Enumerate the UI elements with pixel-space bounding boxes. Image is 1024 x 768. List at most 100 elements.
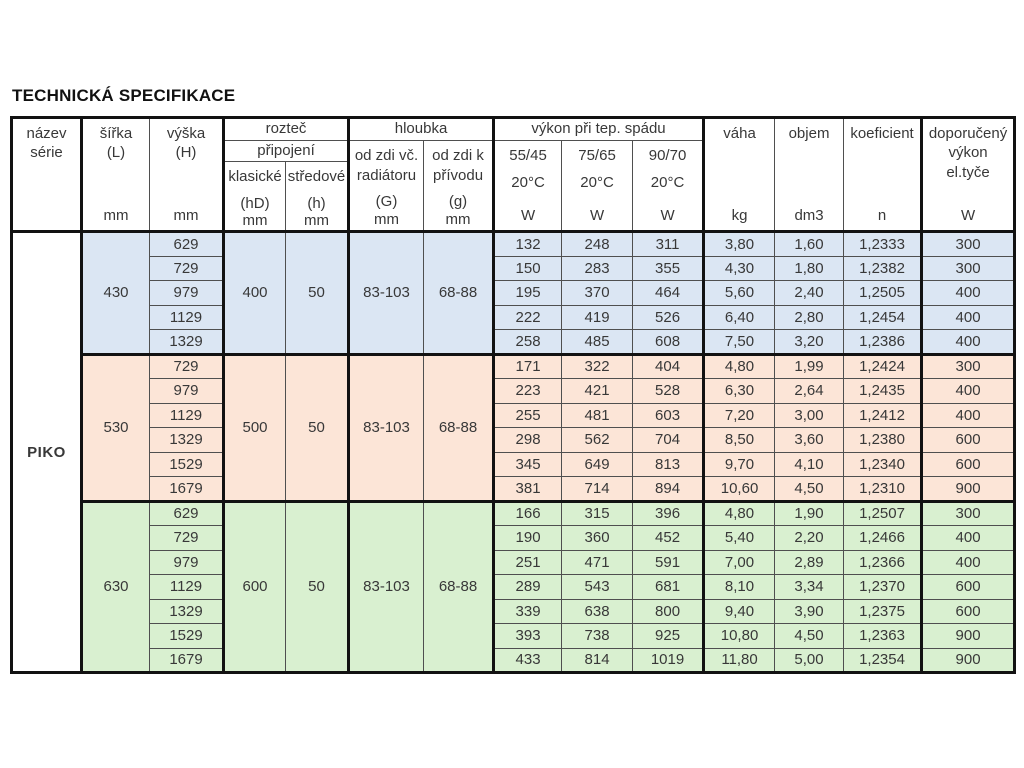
vykon-90-70-cell: 355 bbox=[632, 255, 706, 281]
header-label: od zdi k přívodu (g) bbox=[432, 146, 484, 212]
doporuceny-vykon-cell: 600 bbox=[921, 598, 1016, 624]
doporuceny-vykon-cell: 300 bbox=[921, 499, 1016, 526]
group-header-vykon: výkon při tep. spádu bbox=[493, 117, 706, 141]
vykon-75-65-cell: 421 bbox=[561, 378, 634, 404]
group-header-pripojeni: připojení bbox=[222, 140, 351, 162]
vaha-cell: 7,00 bbox=[703, 549, 776, 575]
doporuceny-vykon-cell: 600 bbox=[921, 574, 1016, 600]
hloubka-privod-cell: 68-88 bbox=[423, 230, 496, 355]
koeficient-cell: 1,2466 bbox=[843, 525, 924, 551]
header-line: od zdi vč. bbox=[354, 147, 419, 164]
spec-row: 630 629 600 50 83-103 68-88 166 315 396 4,80 1,90 1… bbox=[12, 499, 1016, 673]
spec-row: 979 251 471 591 7,00 2,89 1,2366 400 bbox=[12, 549, 1016, 575]
doporuceny-vykon-cell: 300 bbox=[921, 255, 1016, 281]
koeficient-cell: 1,2366 bbox=[843, 549, 924, 575]
objem-cell: 2,40 bbox=[774, 280, 845, 306]
vykon-75-65-cell: 638 bbox=[561, 598, 634, 624]
objem-cell: 2,20 bbox=[774, 525, 845, 551]
header-line: 75/65 bbox=[578, 147, 616, 164]
roztec-stredove-cell: 50 bbox=[284, 352, 351, 502]
col-header-nazev-serie: název série bbox=[11, 117, 83, 232]
col-header-tep-55-45: 55/45 20°C W bbox=[493, 140, 563, 232]
header-line: radiátoru bbox=[356, 166, 417, 184]
header-line: od zdi k bbox=[432, 147, 484, 164]
koeficient-cell: 1,2386 bbox=[843, 329, 924, 355]
header-line: 20°C bbox=[511, 173, 545, 191]
header-line: přívodu bbox=[433, 166, 484, 184]
vykon-55-45-cell: 289 bbox=[493, 574, 563, 600]
objem-cell: 1,90 bbox=[774, 499, 845, 526]
vyska-cell: 629 bbox=[149, 499, 225, 526]
vykon-75-65-cell: 360 bbox=[561, 525, 634, 551]
vyska-cell: 1129 bbox=[149, 304, 225, 330]
spec-row: 729 190 360 452 5,40 2,20 1,2466 400 bbox=[12, 525, 1016, 551]
vaha-cell: 8,50 bbox=[703, 427, 776, 453]
group-header-hloubka: hloubka bbox=[348, 117, 496, 141]
vykon-90-70-cell: 704 bbox=[632, 427, 706, 453]
vyska-cell: 979 bbox=[149, 280, 225, 306]
vyska-cell: 1529 bbox=[149, 623, 225, 649]
vykon-55-45-cell: 166 bbox=[493, 499, 563, 526]
group-header-roztec: rozteč bbox=[222, 117, 351, 141]
col-header-stredove: středové (h) mm bbox=[284, 161, 351, 232]
objem-cell: 3,00 bbox=[774, 402, 845, 428]
vyska-cell: 1129 bbox=[149, 402, 225, 428]
spec-row: 1329 339 638 800 9,40 3,90 1,2375 600 bbox=[12, 598, 1016, 624]
vykon-55-45-cell: 258 bbox=[493, 329, 563, 355]
unit-label: W bbox=[520, 206, 536, 224]
vykon-90-70-cell: 464 bbox=[632, 280, 706, 306]
hloubka-privod-cell: 68-88 bbox=[423, 499, 496, 673]
doporuceny-vykon-cell: 400 bbox=[921, 329, 1016, 355]
vyska-cell: 629 bbox=[149, 230, 225, 257]
header-line: středové bbox=[287, 168, 346, 185]
unit-label: W bbox=[960, 207, 976, 224]
hloubka-privod-cell: 68-88 bbox=[423, 352, 496, 502]
objem-cell: 3,20 bbox=[774, 329, 845, 355]
objem-cell: 4,50 bbox=[774, 623, 845, 649]
doporuceny-vykon-cell: 400 bbox=[921, 304, 1016, 330]
header-row-groups: název série šířka (L) mm bbox=[11, 117, 1016, 232]
vykon-90-70-cell: 894 bbox=[632, 476, 706, 502]
header-label: 55/45 20°C bbox=[509, 146, 547, 192]
vykon-75-65-cell: 370 bbox=[561, 280, 634, 306]
vykon-90-70-cell: 528 bbox=[632, 378, 706, 404]
col-header-objem: objem dm3 bbox=[774, 117, 845, 232]
header-line: 20°C bbox=[580, 173, 614, 191]
header-line: výkon bbox=[948, 144, 988, 161]
objem-cell: 5,00 bbox=[774, 647, 845, 673]
vykon-90-70-cell: 813 bbox=[632, 451, 706, 477]
vykon-75-65-cell: 481 bbox=[561, 402, 634, 428]
vykon-55-45-cell: 381 bbox=[493, 476, 563, 502]
spec-row: 979 223 421 528 6,30 2,64 1,2435 400 bbox=[12, 378, 1016, 404]
spec-row: 1679 433 814 1019 11,80 5,00 1,2354 900 bbox=[12, 647, 1016, 673]
unit-label: kg bbox=[731, 207, 748, 224]
koeficient-cell: 1,2380 bbox=[843, 427, 924, 453]
unit-label: mm bbox=[374, 210, 400, 228]
vykon-75-65-cell: 471 bbox=[561, 549, 634, 575]
vyska-cell: 979 bbox=[149, 378, 225, 404]
header-label: výška (H) bbox=[167, 124, 205, 163]
vykon-90-70-cell: 925 bbox=[632, 623, 706, 649]
doporuceny-vykon-cell: 300 bbox=[921, 230, 1016, 257]
hloubka-radiator-cell: 83-103 bbox=[348, 352, 425, 502]
vaha-cell: 10,80 bbox=[703, 623, 776, 649]
vaha-cell: 5,40 bbox=[703, 525, 776, 551]
col-header-doporuceny-vykon: doporučený výkon el.tyče W bbox=[921, 117, 1016, 232]
header-label: 75/65 20°C bbox=[578, 146, 616, 192]
header-line: šířka bbox=[99, 124, 133, 142]
header-row-sub: připojení od zdi vč. radiátoru (G) mm od… bbox=[12, 140, 1015, 232]
vyska-cell: 1679 bbox=[149, 647, 225, 673]
doporuceny-vykon-cell: 400 bbox=[921, 549, 1016, 575]
vaha-cell: 4,30 bbox=[703, 255, 776, 281]
vykon-75-65-cell: 283 bbox=[561, 255, 634, 281]
vykon-90-70-cell: 311 bbox=[632, 230, 706, 257]
vykon-55-45-cell: 255 bbox=[493, 402, 563, 428]
vykon-75-65-cell: 562 bbox=[561, 427, 634, 453]
unit-label: W bbox=[589, 206, 605, 224]
objem-cell: 2,89 bbox=[774, 549, 845, 575]
header-line: váha bbox=[723, 124, 756, 142]
header-label: objem bbox=[789, 124, 830, 144]
koeficient-cell: 1,2340 bbox=[843, 451, 924, 477]
hloubka-radiator-cell: 83-103 bbox=[348, 499, 425, 673]
vykon-55-45-cell: 339 bbox=[493, 598, 563, 624]
